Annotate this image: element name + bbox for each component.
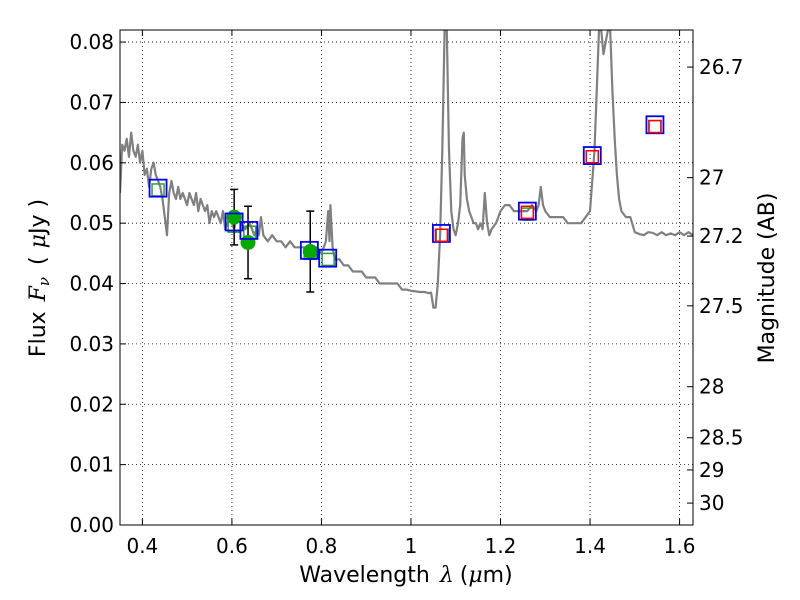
grid-lines [120,30,693,526]
y2-tick-label: 28 [699,375,724,399]
y2-tick-label: 27.5 [699,294,744,318]
plot-area-frame [119,29,694,526]
photometry-square [148,178,168,198]
model-photometry-square [435,228,450,242]
y2-tick-label: 30 [699,491,724,515]
data-layer [120,30,693,309]
photometry-square [239,221,259,240]
x-tick-label: 1.4 [574,534,606,558]
marker-layer [148,115,665,293]
spectrum-line [120,30,693,309]
y-tick-label: 0.00 [69,513,114,537]
upper-limit-square [648,119,662,134]
y-tick-label: 0.04 [69,272,114,296]
upper-limit-square [434,228,449,242]
y2-tick-label: 27 [699,166,724,190]
x-tick-label: 0.4 [126,534,158,558]
upper-limit-square [520,205,535,220]
model-photometry-square [648,119,662,134]
y2-tick-label: 27.2 [699,224,744,248]
ticks [120,30,693,526]
photometry-square [582,146,602,165]
photometry-square [517,201,537,221]
tick-labels: 0.4 0.6 0.8 1 1.2 1.4 1.6 0.00 0.01 0.02 0.03 0.04 0… [69,30,743,558]
y-tick-label: 0.03 [69,332,114,356]
y2-tick-label: 29 [699,458,724,482]
y-tick-label: 0.08 [69,30,114,54]
y-tick-label: 0.02 [69,392,114,416]
measured-flux-point [226,209,242,225]
right-axis-label: Magnitude (AB) [755,193,780,364]
y2-tick-label: 28.5 [699,426,744,450]
y-tick-label: 0.01 [69,453,114,477]
x-tick-label: 1.6 [664,534,696,558]
y-axis-label: FluxFν(μJy ) [26,199,53,357]
x-axis-label: Wavelength λ (μm) [299,563,512,588]
x-tick-label: 0.6 [216,534,248,558]
measured-flux-point [302,244,318,260]
y-tick-label: 0.05 [69,211,114,235]
x-tick-label: 1 [405,534,418,558]
upper-limit-square [585,150,600,164]
x-tick-label: 0.8 [306,534,338,558]
model-photometry-square [585,150,600,164]
x-tick-label: 1.2 [485,534,517,558]
measured-flux-point [240,234,256,250]
model-photometry-square [321,252,335,267]
y-tick-label: 0.06 [69,151,114,175]
photometry-square [299,240,319,260]
photometry-square [318,248,338,268]
y2-tick-label: 26.7 [699,55,744,79]
y-tick-label: 0.07 [69,90,114,114]
